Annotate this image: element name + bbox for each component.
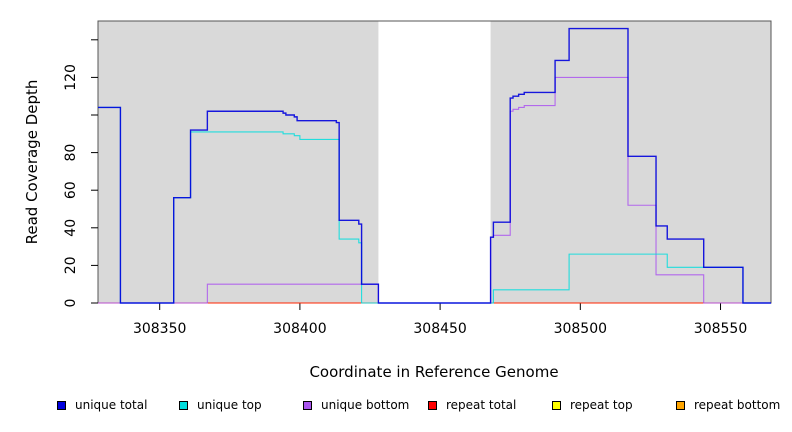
legend-swatch-repeat-total bbox=[428, 400, 437, 410]
legend-swatch-unique-top bbox=[179, 400, 188, 410]
legend-swatch-unique-total bbox=[57, 400, 66, 410]
y-tick-label: 80 bbox=[63, 144, 79, 162]
legend-label-repeat-top: repeat top bbox=[570, 398, 633, 412]
y-tick-label: 0 bbox=[63, 299, 79, 308]
legend-label-unique-top: unique top bbox=[197, 398, 262, 412]
x-tick-label: 308500 bbox=[554, 321, 607, 337]
legend-label-unique-total: unique total bbox=[75, 398, 148, 412]
y-tick-label: 20 bbox=[63, 256, 79, 274]
y-axis-label: Read Coverage Depth bbox=[23, 80, 41, 245]
series-lines bbox=[98, 27, 771, 304]
shaded-region-1 bbox=[490, 21, 771, 303]
plot-background bbox=[97, 20, 772, 304]
legend-item-repeat-total[interactable]: repeat total bbox=[428, 398, 516, 412]
legend-swatch-repeat-top bbox=[552, 400, 561, 410]
legend-item-repeat-top[interactable]: repeat top bbox=[552, 398, 633, 412]
x-tick-label: 308400 bbox=[273, 321, 326, 337]
y-tick-label: 40 bbox=[63, 219, 79, 237]
y-tick-label: 120 bbox=[63, 64, 79, 91]
axes: 0 20 40 60 80 120 308350 308400 308450 308500 3085… bbox=[63, 39, 747, 337]
y-tick-label: 60 bbox=[63, 181, 79, 199]
legend-item-unique-total[interactable]: unique total bbox=[57, 398, 147, 412]
legend-item-unique-bottom[interactable]: unique bottom bbox=[303, 398, 409, 412]
legend-label-repeat-total: repeat total bbox=[446, 398, 517, 412]
legend: unique total unique top unique bottom re… bbox=[0, 398, 792, 420]
legend-label-repeat-bottom: repeat bottom bbox=[694, 398, 781, 412]
series-line-unique-total bbox=[98, 27, 771, 304]
x-tick-label: 308450 bbox=[413, 321, 466, 337]
legend-item-repeat-bottom[interactable]: repeat bottom bbox=[676, 398, 780, 412]
legend-item-unique-top[interactable]: unique top bbox=[179, 398, 262, 412]
legend-swatch-repeat-bottom bbox=[676, 400, 685, 410]
x-tick-label: 308550 bbox=[694, 321, 747, 337]
legend-swatch-unique-bottom bbox=[303, 400, 312, 410]
x-axis-label: Coordinate in Reference Genome bbox=[309, 363, 558, 381]
shaded-region-0 bbox=[98, 21, 379, 303]
legend-label-unique-bottom: unique bottom bbox=[321, 398, 410, 412]
x-tick-label: 308350 bbox=[133, 321, 186, 337]
